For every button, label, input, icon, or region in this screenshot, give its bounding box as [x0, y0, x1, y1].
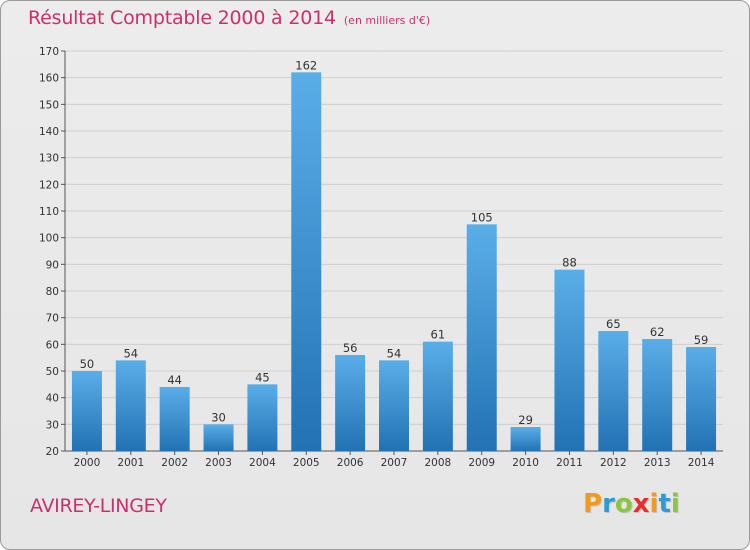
data-label: 45: [255, 370, 270, 384]
logo-letter: r: [602, 489, 615, 519]
x-tick-label: 2006: [337, 457, 364, 469]
x-tick-label: 2011: [556, 457, 583, 469]
title-line: Résultat Comptable 2000 à 2014 (en millie…: [28, 7, 430, 29]
bar: [598, 331, 629, 451]
x-tick-label: 2002: [161, 457, 188, 469]
bar: [335, 355, 366, 451]
logo-letter: t: [658, 489, 671, 519]
x-tick-label: 2003: [205, 457, 232, 469]
bar: [379, 360, 409, 451]
data-label: 61: [431, 328, 446, 342]
bar: [115, 360, 146, 451]
x-tick-label: 2001: [117, 457, 144, 469]
bar: [642, 339, 673, 451]
bar: [203, 424, 234, 451]
logo-letter: i: [670, 489, 680, 519]
chart-subtitle: (en milliers d'€): [343, 14, 431, 27]
x-tick-label: 2008: [424, 457, 451, 469]
bar: [422, 341, 453, 451]
y-tick-label: 110: [39, 206, 59, 218]
y-tick-label: 20: [46, 446, 59, 458]
x-tick-label: 2005: [293, 457, 320, 469]
bar: [686, 347, 717, 451]
data-label: 105: [471, 210, 493, 224]
y-tick-label: 170: [39, 46, 59, 58]
x-tick-label: 2000: [74, 457, 101, 469]
data-label: 29: [518, 413, 533, 427]
bar: [247, 384, 278, 451]
y-tick-label: 140: [39, 126, 59, 138]
data-label: 50: [80, 357, 95, 371]
data-label: 162: [295, 58, 317, 72]
x-tick-label: 2007: [381, 457, 408, 469]
y-tick-label: 50: [46, 366, 59, 378]
data-label: 54: [387, 346, 402, 360]
y-tick-label: 120: [39, 179, 59, 191]
x-tick-label: 2012: [600, 457, 627, 469]
y-tick-label: 60: [46, 339, 59, 351]
bar: [510, 427, 541, 451]
y-tick-label: 40: [46, 393, 59, 405]
data-label: 44: [167, 373, 182, 387]
proxiti-logo: Proxiti: [583, 489, 680, 519]
y-tick-label: 90: [46, 259, 59, 271]
logo-letter: x: [632, 489, 650, 519]
logo-letter: i: [649, 489, 659, 519]
logo-letter: P: [583, 489, 603, 519]
x-tick-label: 2014: [688, 457, 715, 469]
y-tick-label: 80: [46, 286, 59, 298]
x-tick-label: 2009: [468, 457, 495, 469]
bar: [71, 371, 102, 451]
bar: [291, 72, 322, 451]
x-tick-label: 2004: [249, 457, 276, 469]
y-tick-label: 30: [46, 419, 59, 431]
bar: [159, 387, 190, 451]
y-tick-label: 70: [46, 313, 59, 325]
bar: [554, 269, 585, 451]
bar: [466, 224, 497, 451]
data-label: 56: [343, 341, 358, 355]
y-tick-label: 100: [39, 233, 59, 245]
y-tick-label: 150: [39, 99, 59, 111]
data-label: 88: [562, 256, 577, 270]
data-label: 65: [606, 317, 621, 331]
data-label: 59: [694, 333, 709, 347]
y-tick-label: 130: [39, 153, 59, 165]
commune-name: AVIREY-LINGEY: [30, 495, 167, 517]
x-tick-label: 2010: [512, 457, 539, 469]
chart-title: Résultat Comptable 2000 à 2014: [28, 7, 336, 29]
data-label: 62: [650, 325, 665, 339]
data-label: 30: [211, 410, 226, 424]
data-label: 54: [123, 346, 138, 360]
logo-letter: o: [614, 489, 633, 519]
y-tick-label: 160: [39, 73, 59, 85]
x-tick-label: 2013: [644, 457, 671, 469]
